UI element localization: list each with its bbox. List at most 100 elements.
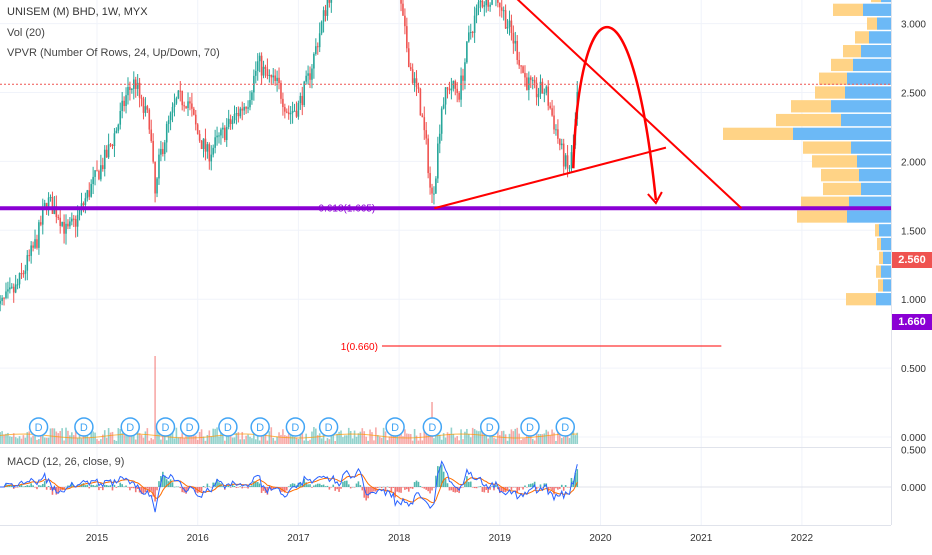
candle-body xyxy=(214,137,216,148)
macd-histogram-bar xyxy=(181,487,184,493)
candle-body xyxy=(330,0,333,3)
macd-histogram-bar xyxy=(187,487,189,491)
candle-body xyxy=(446,87,449,89)
dividend-marker[interactable]: D xyxy=(285,417,306,437)
dividend-marker[interactable]: D xyxy=(422,417,443,437)
dividend-marker[interactable]: D xyxy=(479,417,500,437)
vpvr-legend[interactable]: VPVR (Number Of Rows, 24, Up/Down, 70) xyxy=(7,47,220,59)
volume-bar xyxy=(80,438,83,444)
dividend-marker[interactable]: D xyxy=(155,417,176,437)
volume-bar xyxy=(303,440,306,444)
dividend-marker[interactable]: D xyxy=(318,417,339,437)
volume-bar xyxy=(233,437,236,444)
candle-body xyxy=(131,88,133,90)
dividend-marker[interactable]: D xyxy=(218,417,238,437)
macd-histogram-bar xyxy=(396,487,398,492)
candle-body xyxy=(531,79,534,81)
volume-bar xyxy=(367,440,369,444)
macd-histogram-bar xyxy=(88,487,91,489)
volume-bar xyxy=(483,431,486,444)
candle-body xyxy=(291,110,294,113)
last-price-tag: 2.560 xyxy=(892,252,932,268)
dividend-marker[interactable]: D xyxy=(179,417,200,437)
macd-histogram-bar xyxy=(518,487,520,491)
dividend-marker[interactable]: D xyxy=(520,417,540,437)
macd-histogram-bar xyxy=(94,485,96,487)
macd-histogram-bar xyxy=(115,487,118,488)
volume-bar xyxy=(181,433,184,444)
macd-histogram-bar xyxy=(47,486,50,487)
macd-histogram-bar xyxy=(347,484,350,487)
candle-body xyxy=(107,144,110,158)
time-axis[interactable] xyxy=(0,525,891,551)
candle-body xyxy=(489,4,491,7)
candle-body xyxy=(117,124,120,131)
candle-body xyxy=(549,105,551,109)
macd-histogram-bar xyxy=(361,487,364,491)
volume-bar xyxy=(324,440,327,444)
candle-body xyxy=(5,291,7,298)
candle-body xyxy=(305,75,307,82)
candle-body xyxy=(38,222,40,248)
volume-legend[interactable]: Vol (20) xyxy=(7,27,45,39)
candle-body xyxy=(487,0,489,7)
macd-histogram-bar xyxy=(421,487,424,488)
volume-bar xyxy=(264,431,267,444)
volume-bar xyxy=(307,440,309,444)
price-tick-label: 1.500 xyxy=(901,226,926,237)
macd-histogram-bar xyxy=(320,485,323,487)
pane-separator[interactable] xyxy=(0,447,891,448)
macd-histogram-bar xyxy=(194,487,197,493)
dividend-marker[interactable]: D xyxy=(120,417,140,437)
price-axis[interactable] xyxy=(891,0,932,525)
volume-bar xyxy=(55,431,58,444)
macd-histogram-bar xyxy=(406,487,408,490)
candle-body xyxy=(136,82,139,89)
candle-body xyxy=(20,273,23,275)
drawing-tools[interactable]: 0(3.290)0.618(1.665)1(0.660) xyxy=(0,0,891,353)
macd-histogram-bar xyxy=(150,487,153,491)
volume-bar xyxy=(349,431,352,444)
volume-bar xyxy=(227,433,230,444)
macd-histogram-bar xyxy=(313,485,315,487)
candle-body xyxy=(175,98,178,104)
volume-bar xyxy=(313,427,315,444)
candle-body xyxy=(485,0,488,6)
macd-legend[interactable]: MACD (12, 26, close, 9) xyxy=(7,456,125,468)
volume-bar xyxy=(318,433,321,444)
volume-bar xyxy=(524,438,526,444)
volume-bar xyxy=(32,435,34,444)
macd-histogram-bar xyxy=(452,487,455,492)
macd-histogram-bar xyxy=(63,487,65,490)
macd-pane xyxy=(0,460,891,513)
candle-body xyxy=(464,62,466,81)
dividend-circle xyxy=(318,417,339,437)
macd-histogram-bar xyxy=(440,464,443,487)
candle-body xyxy=(202,138,205,150)
macd-histogram-bar xyxy=(185,487,187,494)
volume-bar xyxy=(117,428,120,444)
candle-body xyxy=(504,10,507,29)
vpvr-down-bar xyxy=(831,100,891,113)
candle-body xyxy=(138,82,141,98)
vpvr-down-bar xyxy=(881,265,891,278)
dividend-marker[interactable]: D xyxy=(385,417,405,437)
vpvr-down-bar xyxy=(861,45,891,58)
candle-body xyxy=(177,90,180,99)
symbol-legend[interactable]: UNISEM (M) BHD, 1W, MYX xyxy=(7,6,148,18)
macd-histogram-bar xyxy=(233,485,236,487)
volume-bar xyxy=(332,429,335,444)
vpvr-up-bar xyxy=(803,141,851,154)
candle-body xyxy=(28,255,31,257)
dividend-marker[interactable]: D xyxy=(28,417,49,437)
candle-body xyxy=(295,110,298,117)
projection-arrowhead xyxy=(647,191,663,205)
macd-histogram-bar xyxy=(539,484,542,487)
dividend-marker[interactable]: D xyxy=(74,417,94,437)
candle-body xyxy=(568,167,571,169)
dividend-marker[interactable]: D xyxy=(555,417,576,437)
dividend-marker[interactable]: D xyxy=(250,417,270,437)
